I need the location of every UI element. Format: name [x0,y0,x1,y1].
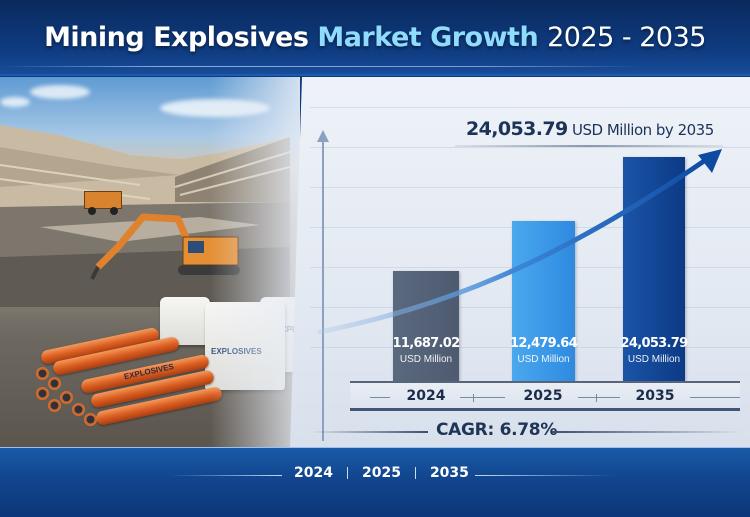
cagr-banner: CAGR: 6.78% [290,418,750,446]
axis-dash [690,397,740,398]
bar-value: 12,479.64 [510,336,578,351]
headline-value: 24,053.79 [466,118,568,140]
bar-2024: 11,687.02 USD Million [392,271,461,381]
mining-site-illustration: EXPLOS EXPLOSIVES EXPLOSIVES [0,77,300,447]
cartridge-end [60,391,73,404]
cagr-rule-left [310,431,428,433]
title-part-1: Mining Explosives [44,22,309,53]
cartridge-end [84,413,97,426]
footer-banner: 2024 2025 2035 [0,447,750,517]
bar-unit: USD Million [517,354,570,365]
chart-panel: 24,053.79 USD Million by 2035 11,687.02 … [290,77,750,447]
bar-value: 11,687.02 [392,336,461,351]
title-divider [0,66,640,67]
header-banner: Mining Explosives Market Growth 2025 - 2… [0,0,750,76]
x-label-2025: 2025 [523,388,563,404]
cartridge-end [48,399,61,412]
headline-divider [455,145,723,147]
page-title: Mining Explosives Market Growth 2025 - 2… [0,22,750,53]
cartridge-end [48,377,61,390]
haul-truck [84,191,122,209]
cloud [30,85,90,99]
title-part-2: Market Growth [317,22,539,53]
axis-tick [596,394,597,402]
bar-unit: USD Million [399,354,453,365]
gridline [310,107,750,108]
cagr-label: CAGR: 6.78% [436,420,558,440]
gridline [310,147,750,148]
axis-dash [600,397,620,398]
photo-fade-overlay [210,77,300,447]
footer-rule-left [170,475,282,476]
cartridge-end [72,403,85,416]
footer-rule-right [475,475,615,476]
truck-wheel [88,207,96,215]
bar-2035: 24,053.79 USD Million [620,157,689,381]
x-axis-baseline [350,381,740,383]
cartridge-end [36,367,49,380]
bar-value: 24,053.79 [620,336,689,351]
cartridge-end [36,387,49,400]
bar-unit: USD Million [627,354,681,365]
axis-dash [460,397,490,398]
x-axis-labels: 2024 2025 2035 [350,383,740,411]
headline-annotation: 24,053.79 USD Million by 2035 [466,118,714,140]
bar-2025: 12,479.64 USD Million [510,221,578,381]
footer-year-2035: 2035 [429,465,469,481]
footer-year-2025: 2025 [361,465,401,481]
title-part-3: 2025 - 2035 [547,22,706,53]
axis-dash [480,397,505,398]
axis-dash [578,397,608,398]
x-label-2024: 2024 [406,388,446,404]
axis-dash [370,397,390,398]
y-axis [322,141,324,441]
axis-tick [473,394,474,402]
footer-year-strip: 2024 2025 2035 [294,465,469,481]
y-axis-arrow-icon [317,130,329,142]
footer-year-2024: 2024 [294,465,333,481]
footer-separator [414,467,416,479]
footer-separator [346,467,348,479]
x-label-2035: 2035 [635,388,675,404]
truck-wheel [110,207,118,215]
cagr-rule-right [552,431,742,433]
cloud [0,97,30,107]
headline-suffix: USD Million by 2035 [572,121,714,139]
